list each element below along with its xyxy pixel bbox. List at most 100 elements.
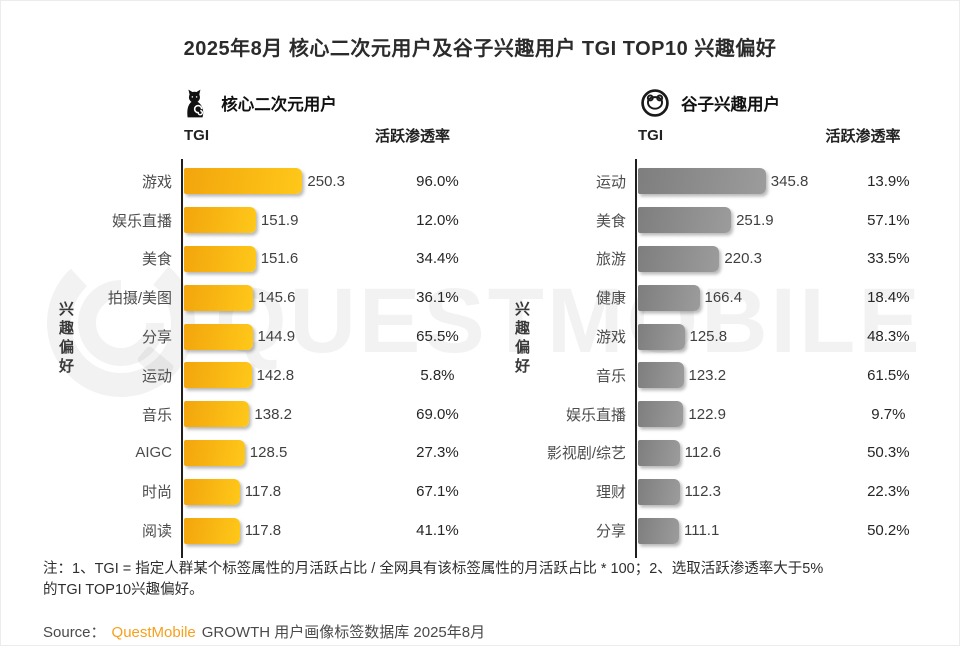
tgi-bar-row: 音乐 138.2 69.0% (43, 395, 530, 434)
bar-cell: 151.6 (181, 240, 345, 279)
tgi-value: 122.9 (688, 405, 726, 423)
bar-cell: 144.9 (181, 317, 345, 356)
tgi-bar-row: 游戏 250.3 96.0% (43, 162, 530, 201)
tgi-bar (638, 284, 700, 311)
tgi-value: 112.3 (684, 483, 721, 501)
bar-cell: 117.8 (181, 472, 345, 511)
group-name: 核心二次元用户 (221, 96, 337, 114)
tgi-value: 111.1 (684, 522, 720, 540)
tgi-bar-row: 影视剧/综艺 112.6 50.3% (505, 434, 959, 473)
tgi-bar-row: 健康 166.4 18.4% (505, 278, 959, 317)
footnote-line-2: 的TGI TOP10兴趣偏好。 (43, 581, 204, 598)
y-axis (635, 159, 637, 558)
tgi-value: 125.8 (689, 328, 728, 346)
bar-cell: 128.5 (181, 434, 345, 473)
tgi-value: 166.4 (704, 289, 743, 307)
penetration-value: 65.5% (416, 328, 459, 346)
category-label: 美食 (141, 251, 172, 269)
tgi-value: 112.6 (684, 444, 722, 462)
category-label: 音乐 (595, 367, 626, 385)
tgi-value: 117.8 (244, 483, 282, 501)
tgi-bar (638, 439, 680, 466)
tgi-bar-row: 旅游 220.3 33.5% (505, 240, 959, 279)
penetration-value: 13.9% (867, 172, 910, 190)
charts-area: 核心二次元用户 TGI 活跃渗透率 游戏 250.3 96.0% 娱乐直播 151.9 1… (1, 83, 959, 558)
penetration-value: 22.3% (867, 483, 910, 501)
category-label: 娱乐直播 (111, 212, 172, 230)
penetration-value: 57.1% (867, 211, 910, 229)
category-label: 游戏 (141, 173, 172, 191)
tgi-bar-row: 阅读 117.8 41.1% (43, 511, 530, 550)
penetration-value: 36.1% (416, 289, 459, 307)
category-label: 理财 (595, 484, 626, 502)
tgi-bar (638, 168, 766, 195)
tgi-bar-row: 分享 111.1 50.2% (505, 511, 959, 550)
category-label: AIGC (135, 444, 172, 462)
category-label: 影视剧/综艺 (546, 445, 626, 463)
penetration-column-header: 活跃渗透率 (374, 127, 450, 145)
tgi-bar-row: 理财 112.3 22.3% (505, 472, 959, 511)
category-label: 美食 (595, 212, 626, 230)
penetration-value: 41.1% (416, 522, 459, 540)
bar-rows: 游戏 250.3 96.0% 娱乐直播 151.9 12.0% 美食 151.6 34.4% 拍摄… (43, 159, 505, 558)
tgi-value: 250.3 (307, 172, 345, 190)
category-label: 分享 (595, 523, 626, 541)
tgi-bar (638, 517, 679, 544)
tgi-bar-row: 游戏 125.8 48.3% (505, 317, 959, 356)
tgi-bar-row: 运动 345.8 13.9% (505, 162, 959, 201)
group-header-goods: 谷子兴趣用户 (491, 83, 929, 123)
source-line: Source： QuestMobile GROWTH 用户画像标签数据库 202… (43, 621, 959, 642)
y-axis (181, 159, 183, 558)
tgi-bar-row: 美食 251.9 57.1% (505, 201, 959, 240)
tgi-value: 145.6 (257, 289, 296, 307)
penetration-value: 50.3% (867, 444, 910, 462)
penetration-value: 96.0% (416, 172, 459, 190)
footnote: 注：1、TGI = 指定人群某个标签属性的月活跃占比 / 全网具有该标签属性的月… (43, 559, 921, 600)
column-headers: TGI 活跃渗透率 (505, 123, 943, 147)
category-label: 阅读 (141, 523, 172, 541)
tgi-bar (638, 207, 732, 234)
bar-cell: 345.8 (635, 162, 808, 201)
tgi-bar (638, 245, 720, 272)
penetration-value: 67.1% (416, 483, 459, 501)
tgi-value: 128.5 (249, 444, 288, 462)
tgi-bar (638, 401, 684, 428)
tgi-value: 345.8 (770, 172, 809, 190)
category-label: 旅游 (595, 251, 626, 269)
column-headers: TGI 活跃渗透率 (43, 123, 505, 147)
tgi-bar-row: 音乐 123.2 61.5% (505, 356, 959, 395)
penetration-value: 12.0% (416, 211, 459, 229)
tgi-bar-row: 娱乐直播 151.9 12.0% (43, 201, 530, 240)
chart-goods-interest-users: 谷子兴趣用户 TGI 活跃渗透率 运动 345.8 13.9% 美食 251.9 57.1… (505, 83, 943, 558)
tgi-value: 117.8 (244, 522, 282, 540)
bar-cell: 138.2 (181, 395, 345, 434)
penetration-value: 61.5% (867, 366, 910, 384)
bar-cell: 123.2 (635, 356, 808, 395)
category-label: 运动 (595, 173, 626, 191)
bar-cell: 112.3 (635, 472, 808, 511)
tgi-bar (184, 478, 240, 505)
tgi-column-header: TGI (184, 126, 209, 144)
bar-cell: 142.8 (181, 356, 345, 395)
source-rest: GROWTH 用户画像标签数据库 2025年8月 (201, 624, 486, 642)
category-label: 分享 (141, 329, 172, 347)
penetration-value: 34.4% (416, 250, 459, 268)
y-axis-title: 兴趣偏好 (513, 301, 530, 377)
category-label: 拍摄/美图 (107, 290, 172, 308)
tgi-bar (184, 401, 250, 428)
penetration-value: 69.0% (416, 405, 459, 423)
tgi-value: 220.3 (724, 250, 762, 268)
tgi-bar-row: 美食 151.6 34.4% (43, 240, 530, 279)
tgi-bar-row: 分享 144.9 65.5% (43, 317, 530, 356)
bar-cell: 145.6 (181, 278, 345, 317)
source-brand: QuestMobile (111, 624, 196, 642)
bar-cell: 251.9 (635, 201, 808, 240)
tgi-bar (184, 517, 240, 544)
tgi-bar (638, 323, 685, 350)
bar-cell: 220.3 (635, 240, 808, 279)
tgi-bar (184, 168, 303, 195)
bar-cell: 111.1 (635, 511, 808, 550)
tgi-value: 123.2 (688, 366, 727, 384)
tgi-bar-row: 时尚 117.8 67.1% (43, 472, 530, 511)
